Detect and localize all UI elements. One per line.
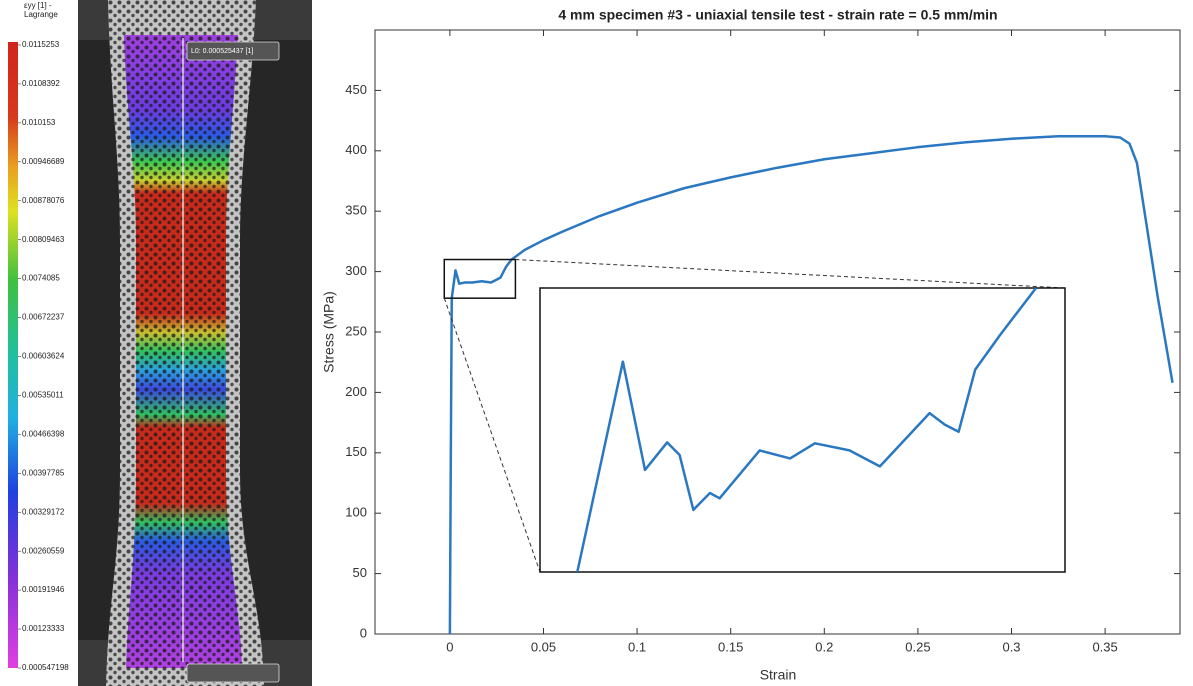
colorbar-label: 0.00878076 [22, 196, 65, 205]
colorbar-label: 0.00329172 [22, 507, 65, 516]
colorbar-label: 0.00809463 [22, 235, 65, 244]
colorbar-title: Lagrange [24, 10, 58, 19]
y-tick-label: 350 [345, 203, 367, 218]
y-tick-label: 150 [345, 444, 367, 459]
x-tick-label: 0.15 [718, 639, 743, 654]
gauge-label: L0: 0.000525437 [1] [191, 48, 253, 55]
colorbar-label: 0.00260559 [22, 546, 65, 555]
colorbar-label: 0.00397785 [22, 468, 65, 477]
chart-title: 4 mm specimen #3 - uniaxial tensile test… [558, 7, 997, 23]
colorbar-label: 0.00535011 [22, 391, 64, 400]
y-tick-label: 200 [345, 384, 367, 399]
y-tick-label: 450 [345, 82, 367, 97]
y-tick-label: 0 [360, 625, 367, 640]
x-tick-label: 0 [446, 639, 453, 654]
colorbar: εyy [1] -Lagrange 0.0115253 0.0108392 0.010… [8, 1, 69, 672]
gauge-label-box [187, 664, 279, 682]
dic-image: L0: 0.000525437 [1] εyy [1] -Lagrange 0.0… [8, 0, 312, 686]
colorbar-label: 0.00603624 [22, 352, 65, 361]
colorbar-label: 0.00946689 [22, 157, 65, 166]
colorbar-label: 0.00672237 [22, 313, 65, 322]
colorbar-label: 0.00123333 [22, 624, 65, 633]
colorbar-label: 0.00466398 [22, 429, 65, 438]
plot: 4 mm specimen #3 - uniaxial tensile test… [321, 7, 1180, 683]
colorbar-label: 0.010153 [22, 118, 56, 127]
x-tick-label: 0.35 [1092, 639, 1117, 654]
x-tick-label: 0.05 [531, 639, 556, 654]
x-tick-label: 0.3 [1002, 639, 1020, 654]
colorbar-title: εyy [1] - [24, 1, 52, 10]
y-tick-label: 300 [345, 263, 367, 278]
colorbar-label: 0.00191946 [22, 585, 65, 594]
colorbar-label: 0.0108392 [22, 79, 60, 88]
x-axis-label: Strain [760, 667, 797, 683]
x-tick-label: 0.2 [815, 639, 833, 654]
colorbar-label: 0.0074085 [22, 274, 60, 283]
colorbar-label: 0.0115253 [22, 40, 60, 49]
y-tick-label: 50 [353, 565, 367, 580]
page: L0: 0.000525437 [1] εyy [1] -Lagrange 0.0… [0, 0, 1193, 686]
colorbar-scale [8, 42, 18, 668]
x-tick-label: 0.1 [628, 639, 646, 654]
y-tick-label: 400 [345, 142, 367, 157]
y-tick-label: 100 [345, 505, 367, 520]
inset-frame [540, 288, 1065, 572]
x-tick-label: 0.25 [905, 639, 930, 654]
y-tick-label: 250 [345, 323, 367, 338]
colorbar-label: 0.000547198 [22, 663, 69, 672]
y-axis-label: Stress (MPa) [321, 291, 337, 373]
